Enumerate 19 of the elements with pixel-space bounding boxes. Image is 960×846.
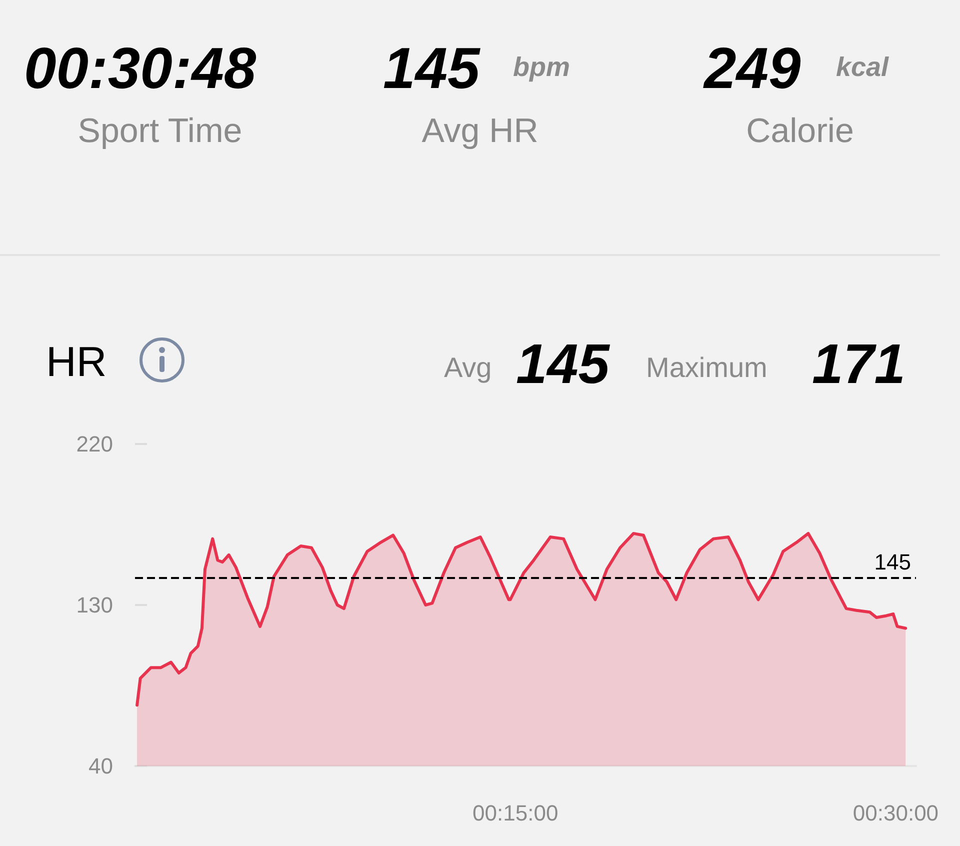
text: 145: [383, 36, 480, 101]
x-tick-label: 00:30:00: [852, 800, 939, 826]
y-tick-label: 40: [88, 754, 113, 778]
text: 171: [812, 332, 906, 395]
y-tick-label: 130: [76, 592, 113, 618]
text: Avg HR: [420, 112, 540, 151]
text: 249: [704, 36, 801, 101]
text: kcal: [836, 52, 889, 83]
text: 145: [516, 332, 610, 395]
text: Sport Time: [76, 112, 244, 151]
text: Maximum: [646, 352, 768, 384]
text: Avg: [444, 352, 492, 384]
text: 00:30:48: [24, 36, 256, 101]
x-tick-label: 00:15:00: [472, 800, 558, 826]
text: Calorie: [745, 112, 855, 151]
chart-title: HR: [46, 338, 107, 386]
ref-line-label: 145: [874, 550, 911, 575]
text: bpm: [513, 52, 570, 83]
y-tick-label: 220: [76, 432, 113, 456]
